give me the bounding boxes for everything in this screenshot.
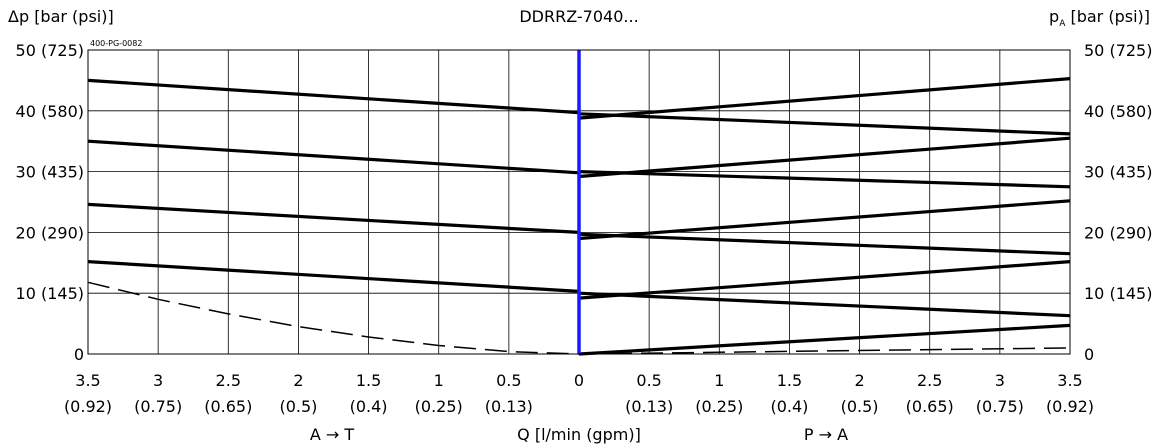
series-line bbox=[578, 112, 1071, 136]
x-tick-labels: 3.5 (0.92) 3 (0.75) 2.5 (0.65) 2 (0.5) 1.5 (0.4) 1… bbox=[64, 371, 1094, 416]
x-tick-sublabel: (0.5) bbox=[279, 397, 317, 416]
x-tick-label: 0 bbox=[574, 371, 584, 390]
y-tick-label-left: 30 (435) bbox=[16, 163, 84, 182]
x-tick-sublabel: (0.65) bbox=[906, 397, 954, 416]
x-tick-label: 1.5 bbox=[777, 371, 802, 390]
plot-frame bbox=[87, 49, 1071, 355]
series-line-dashed bbox=[578, 347, 1071, 355]
chart-code: 400-PG-0082 bbox=[90, 39, 142, 48]
right-axis-label-rest: [bar (psi)] bbox=[1065, 7, 1150, 26]
series-line bbox=[87, 139, 580, 175]
x-tick-label: 1 bbox=[714, 371, 724, 390]
right-y-tick-labels: 0 10 (145) 20 (290) 30 (435) 40 (580) 50 (725… bbox=[1084, 41, 1152, 364]
series-line bbox=[87, 260, 580, 293]
y-tick-label-right: 0 bbox=[1084, 345, 1094, 364]
series-line bbox=[578, 136, 1071, 179]
y-tick-label-right: 10 (145) bbox=[1084, 284, 1152, 303]
x-tick-sublabel: (0.5) bbox=[841, 397, 879, 416]
series-line bbox=[578, 260, 1071, 300]
right-axis-label-main: p bbox=[1049, 7, 1059, 26]
left-axis-label: Δp [bar (psi)] bbox=[8, 7, 114, 26]
series-line-dashed bbox=[87, 281, 580, 355]
x-tick-label: 2 bbox=[293, 371, 303, 390]
y-tick-label-left: 50 (725) bbox=[16, 41, 84, 60]
chart-title: DDRRZ-7040... bbox=[519, 7, 638, 26]
series-line bbox=[578, 199, 1071, 241]
right-axis-label-sub: A bbox=[1059, 19, 1066, 29]
x-tick-label: 2.5 bbox=[917, 371, 942, 390]
series-line bbox=[578, 232, 1071, 256]
y-tick-label-right: 30 (435) bbox=[1084, 163, 1152, 182]
right-direction-label: P → A bbox=[804, 425, 848, 444]
x-axis-label: Q [l/min (gpm)] bbox=[517, 425, 641, 444]
x-tick-label: 3 bbox=[995, 371, 1005, 390]
x-tick-sublabel: (0.92) bbox=[1046, 397, 1094, 416]
series-line bbox=[578, 323, 1071, 356]
y-tick-label-left: 40 (580) bbox=[16, 102, 84, 121]
y-tick-label-right: 40 (580) bbox=[1084, 102, 1152, 121]
x-tick-sublabel: (0.25) bbox=[695, 397, 743, 416]
series-line bbox=[87, 202, 580, 234]
x-tick-label: 3 bbox=[153, 371, 163, 390]
y-tick-label-right: 20 (290) bbox=[1084, 223, 1152, 242]
y-tick-label-left: 20 (290) bbox=[16, 223, 84, 242]
x-tick-label: 1.5 bbox=[356, 371, 381, 390]
y-tick-label-left: 10 (145) bbox=[16, 284, 84, 303]
series-line bbox=[578, 77, 1071, 120]
series-line bbox=[578, 170, 1071, 189]
x-tick-label: 1 bbox=[434, 371, 444, 390]
series-line bbox=[578, 291, 1071, 318]
x-tick-sublabel: (0.75) bbox=[134, 397, 182, 416]
left-direction-label: A → T bbox=[310, 425, 355, 444]
x-tick-sublabel: (0.13) bbox=[485, 397, 533, 416]
x-tick-sublabel: (0.65) bbox=[204, 397, 252, 416]
x-tick-label: 3.5 bbox=[75, 371, 100, 390]
x-tick-sublabel: (0.25) bbox=[415, 397, 463, 416]
x-tick-sublabel: (0.75) bbox=[976, 397, 1024, 416]
x-tick-sublabel: (0.92) bbox=[64, 397, 112, 416]
x-tick-sublabel: (0.13) bbox=[625, 397, 673, 416]
y-tick-label-left: 0 bbox=[74, 345, 84, 364]
series-group bbox=[87, 77, 1071, 356]
left-y-tick-labels: 0 10 (145) 20 (290) 30 (435) 40 (580) 50 (725… bbox=[16, 41, 84, 364]
x-tick-label: 0.5 bbox=[636, 371, 661, 390]
y-tick-label-right: 50 (725) bbox=[1084, 41, 1152, 60]
x-tick-label: 3.5 bbox=[1057, 371, 1082, 390]
series-line bbox=[87, 78, 580, 115]
x-tick-sublabel: (0.4) bbox=[350, 397, 388, 416]
x-tick-sublabel: (0.4) bbox=[770, 397, 808, 416]
x-tick-label: 2.5 bbox=[216, 371, 241, 390]
x-tick-label: 2 bbox=[854, 371, 864, 390]
right-axis-label: pA [bar (psi)] bbox=[1049, 7, 1150, 29]
x-tick-label: 0.5 bbox=[496, 371, 521, 390]
